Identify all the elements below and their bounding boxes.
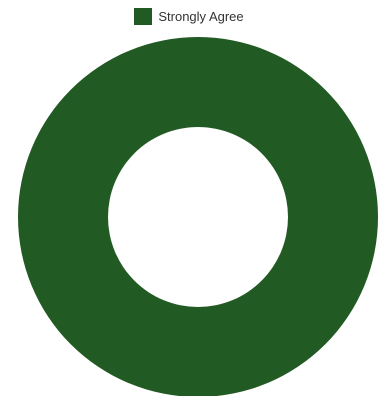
legend: Strongly Agree <box>0 8 378 25</box>
legend-label-strongly-agree[interactable]: Strongly Agree <box>158 9 244 24</box>
donut-slice-strongly-agree[interactable] <box>18 37 378 396</box>
legend-swatch-strongly-agree[interactable] <box>134 8 153 25</box>
